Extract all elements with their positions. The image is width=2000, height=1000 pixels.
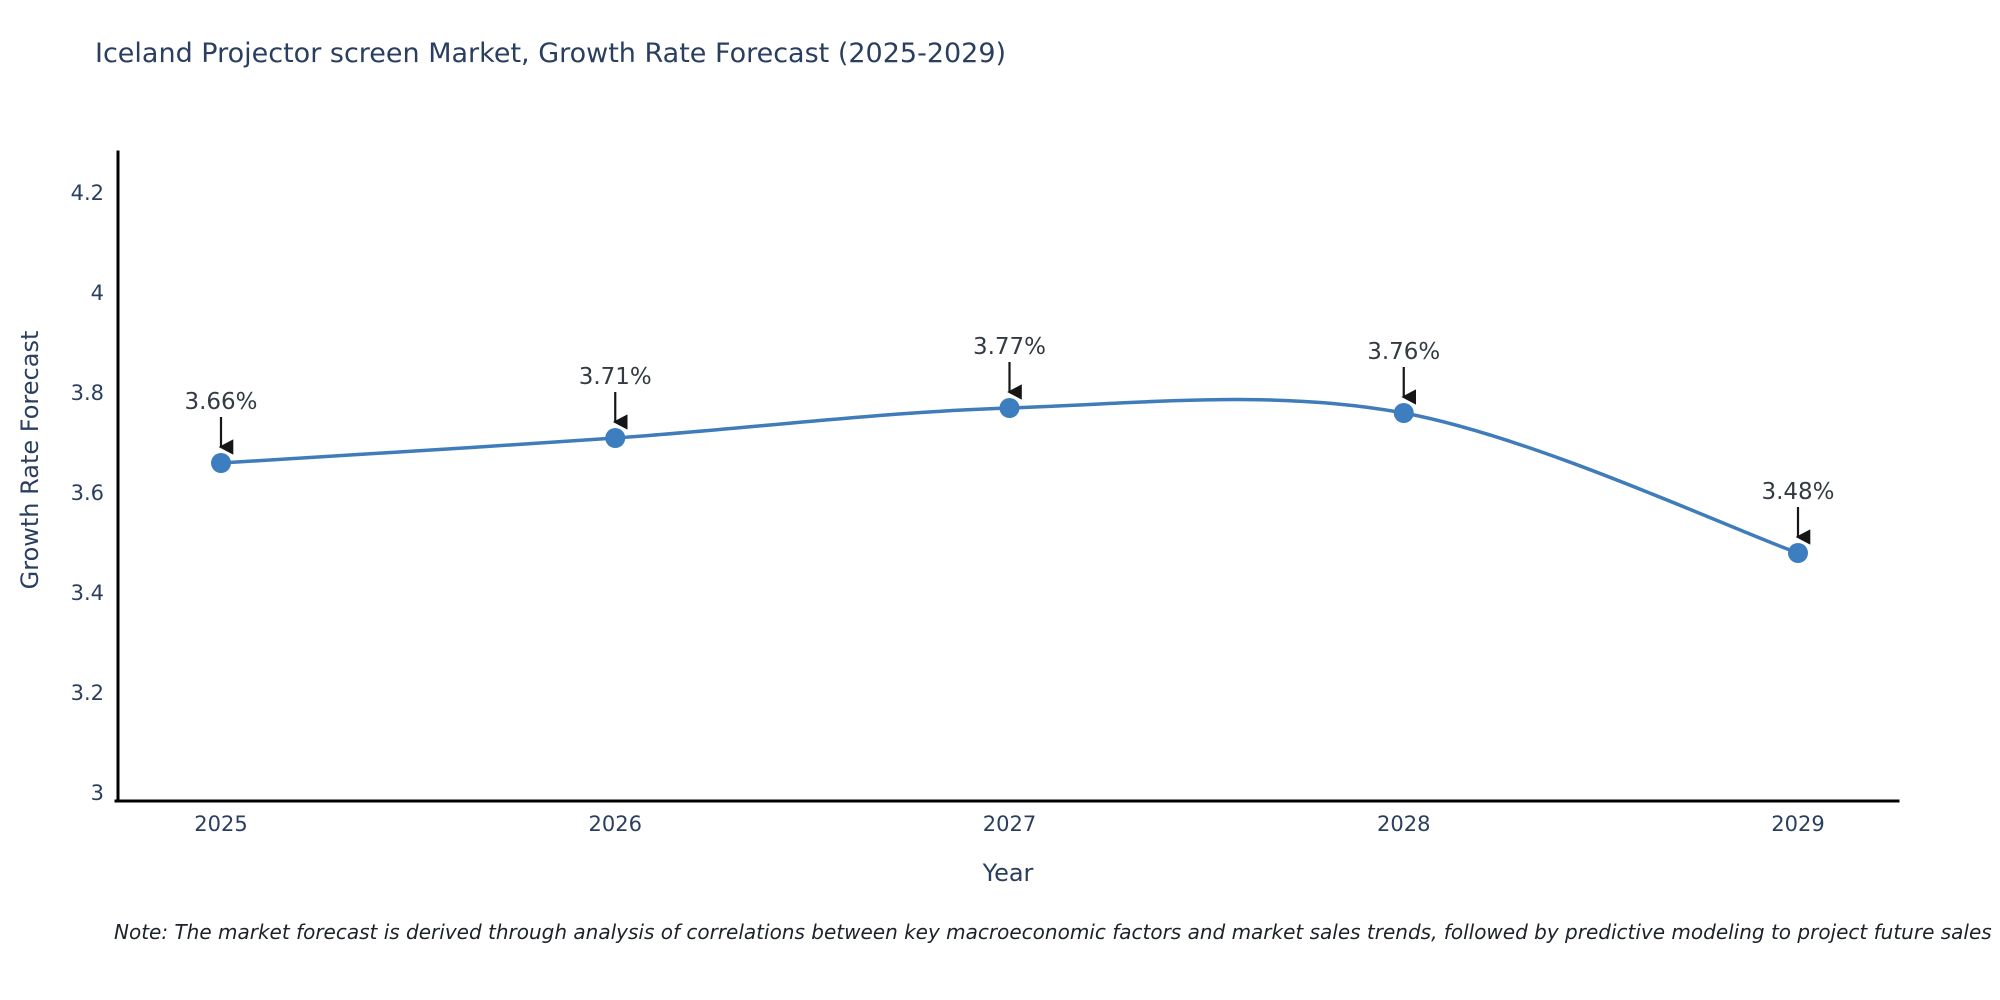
y-tick-label: 3.8 [71, 381, 104, 405]
x-tick-label: 2026 [589, 812, 642, 836]
axes-group [114, 150, 1900, 803]
x-axis-title: Year [982, 859, 1034, 887]
annotation-label: 3.71% [579, 364, 652, 390]
y-tick-label: 3 [91, 781, 104, 805]
y-tick-label: 3.2 [71, 681, 104, 705]
footnote: Note: The market forecast is derived thr… [114, 920, 1992, 944]
annotations-group: 3.66% 3.71% 3.77% 3.76% 3.48% [184, 334, 1835, 545]
x-tick-label: 2028 [1377, 812, 1430, 836]
data-point-marker [1788, 543, 1808, 563]
annotation-label: 3.66% [184, 389, 257, 415]
trend-line [220, 397, 1799, 555]
annotation-label: 3.48% [1761, 479, 1834, 505]
annotation-label: 3.77% [973, 334, 1046, 360]
data-point-marker [605, 428, 626, 448]
y-tick-label: 4.2 [71, 181, 104, 205]
series-group [211, 397, 1808, 563]
axis-lines [114, 150, 1900, 803]
y-tick-label: 3.4 [71, 581, 104, 605]
data-point-marker [999, 398, 1020, 418]
data-point-marker [211, 453, 231, 473]
chart-title: Iceland Projector screen Market, Growth … [95, 38, 1007, 69]
x-tick-label: 2025 [194, 812, 247, 836]
data-point-marker [1393, 403, 1414, 423]
y-tick-label: 4 [91, 281, 104, 305]
x-tick-label: 2029 [1771, 812, 1824, 836]
x-tick-label: 2027 [983, 812, 1036, 836]
ticks-group: 3 3.2 3.4 3.6 3.8 4 4.2 2025 2026 2027 2028 2029 [71, 181, 1825, 836]
y-tick-label: 3.6 [71, 481, 104, 505]
annotation-label: 3.76% [1367, 339, 1440, 365]
